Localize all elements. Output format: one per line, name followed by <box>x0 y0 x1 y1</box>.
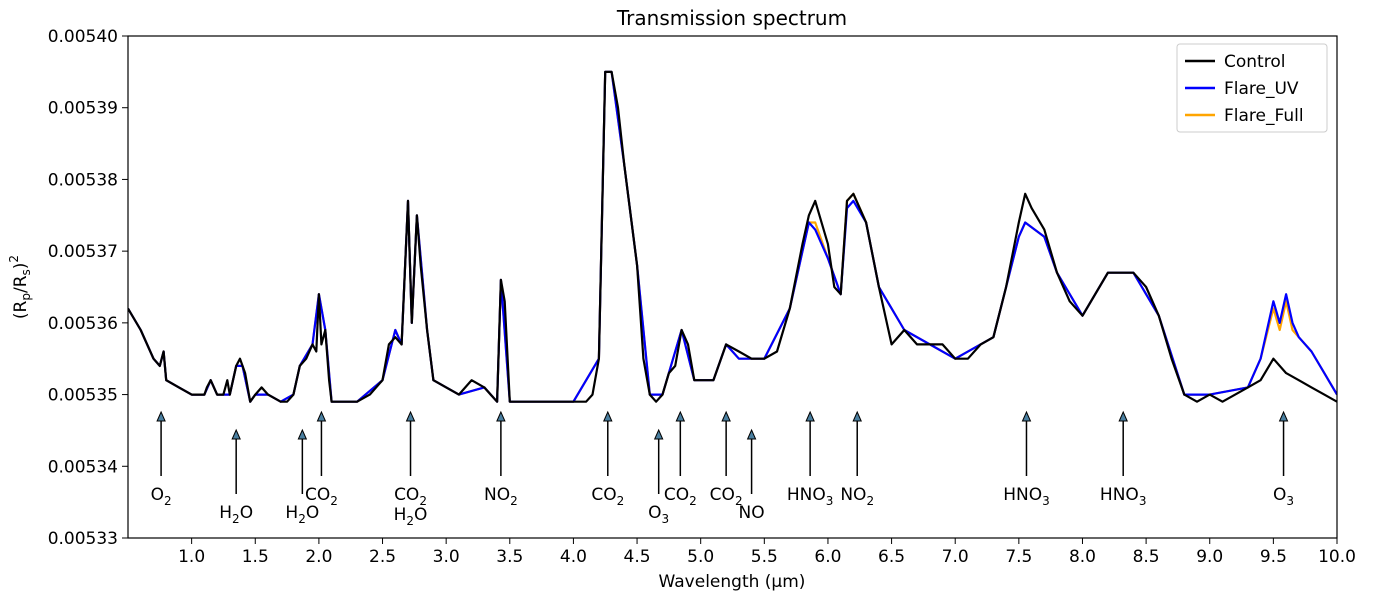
annotation-label: O2 <box>151 485 172 508</box>
legend-label: Flare_Full <box>1224 106 1304 126</box>
y-tick-label: 0.00538 <box>48 170 118 190</box>
annotation-label: H2O <box>219 503 253 526</box>
annotation-label: CO2 <box>664 485 697 508</box>
annotation-arrow-head <box>1021 410 1032 422</box>
molecule-annotation: NO2 <box>840 410 874 508</box>
molecule-annotation: O3 <box>1273 410 1294 508</box>
molecule-annotation: HNO3 <box>787 410 834 508</box>
annotation-label: CO2 <box>591 485 624 508</box>
y-tick-label: 0.00534 <box>48 457 118 477</box>
y-tick-label: 0.00535 <box>48 386 118 406</box>
x-tick-label: 4.0 <box>560 547 587 567</box>
y-axis-label: (Rp/Rs)2 <box>7 255 33 319</box>
legend-box <box>1176 43 1328 133</box>
annotation-arrow-head <box>852 410 862 422</box>
annotation-arrow-head <box>316 410 327 422</box>
annotation-arrow-head <box>1278 410 1289 422</box>
x-tick-label: 7.5 <box>1005 547 1032 567</box>
x-tick-label: 2.0 <box>305 547 332 567</box>
x-tick-label: 8.0 <box>1069 547 1096 567</box>
x-tick-label: 9.5 <box>1260 547 1287 567</box>
y-tick-label: 0.00539 <box>48 99 118 119</box>
y-tick-label: 0.00536 <box>48 314 118 334</box>
x-tick-label: 5.5 <box>751 547 778 567</box>
x-tick-label: 9.0 <box>1196 547 1223 567</box>
annotation-label: O3 <box>1273 485 1294 508</box>
molecule-annotation: CO2 <box>591 410 624 508</box>
y-tick-label: 0.00533 <box>48 529 118 549</box>
annotation-arrow-head <box>805 410 815 422</box>
x-tick-label: 10.0 <box>1318 547 1356 567</box>
x-tick-label: 1.5 <box>242 547 269 567</box>
annotation-arrow-head <box>746 428 757 440</box>
legend: Control Flare_UV Flare_Full <box>1176 43 1328 133</box>
annotation-label: H2O <box>285 503 319 526</box>
annotation-label: HNO3 <box>1100 485 1147 508</box>
x-tick-label: 8.5 <box>1133 547 1160 567</box>
x-tick-label: 6.0 <box>814 547 841 567</box>
annotation-arrow-head <box>653 428 664 440</box>
annotation-label: CO2 <box>305 485 338 508</box>
x-tick-label: 5.0 <box>687 547 714 567</box>
molecule-annotation: HNO3 <box>1003 410 1050 508</box>
annotation-arrow-head <box>721 410 731 422</box>
annotation-label: NO2 <box>840 485 874 508</box>
annotation-arrow-head <box>603 410 613 422</box>
y-axis-ticks: 0.00533 0.00534 0.00535 0.00536 0.00537 0.005… <box>48 27 128 549</box>
annotation-arrow-head <box>297 428 308 440</box>
x-tick-label: 2.5 <box>369 547 396 567</box>
molecule-annotation: CO2 <box>710 410 743 508</box>
x-tick-label: 1.0 <box>178 547 205 567</box>
series-layer <box>128 70 1337 403</box>
x-tick-label: 3.5 <box>496 547 523 567</box>
x-tick-label: 6.5 <box>878 547 905 567</box>
molecule-annotation: NO2 <box>484 410 518 508</box>
molecule-annotation: O3 <box>648 428 669 526</box>
annotation-arrow-head <box>1118 410 1128 422</box>
series-line-control <box>128 70 1337 403</box>
annotation-arrow-head <box>156 410 166 422</box>
annotation-label: NO2 <box>484 485 518 508</box>
plot-frame <box>127 35 1338 539</box>
x-tick-label: 4.5 <box>624 547 651 567</box>
x-tick-label: 7.0 <box>942 547 969 567</box>
annotation-label: CO2 <box>710 485 743 508</box>
chart-title: Transmission spectrum <box>616 6 847 30</box>
x-axis-ticks: 1.0 1.5 2.0 2.5 3.0 3.5 4.0 4.5 5.0 5.5 6.0 6.5 7.0 7… <box>178 538 1356 567</box>
molecule-annotation: H2O <box>285 428 319 526</box>
legend-label: Flare_UV <box>1224 79 1299 99</box>
x-tick-label: 3.0 <box>433 547 460 567</box>
molecule-annotation: CO2 <box>664 410 697 508</box>
annotation-label: H2O <box>394 505 428 528</box>
annotation-label: CO2 <box>394 485 427 508</box>
annotation-arrow-head <box>496 410 506 422</box>
annotation-label: HNO3 <box>787 485 834 508</box>
molecule-annotation: HNO3 <box>1100 410 1147 508</box>
annotation-label: NO <box>739 503 765 523</box>
molecule-annotation: CO2 <box>305 410 338 508</box>
x-axis-label: Wavelength (µm) <box>659 572 806 592</box>
annotation-arrow-head <box>405 410 416 422</box>
legend-label: Control <box>1224 52 1285 72</box>
annotation-label: HNO3 <box>1003 485 1050 508</box>
annotation-arrow-head <box>675 410 686 422</box>
y-tick-label: 0.00540 <box>48 27 118 47</box>
molecule-annotation: H2O <box>219 428 253 526</box>
molecule-annotation: O2 <box>151 410 172 508</box>
y-tick-label: 0.00537 <box>48 242 118 262</box>
annotation-arrow-head <box>231 428 241 440</box>
molecule-annotation: NO <box>739 428 765 523</box>
annotation-label: O3 <box>648 503 669 526</box>
